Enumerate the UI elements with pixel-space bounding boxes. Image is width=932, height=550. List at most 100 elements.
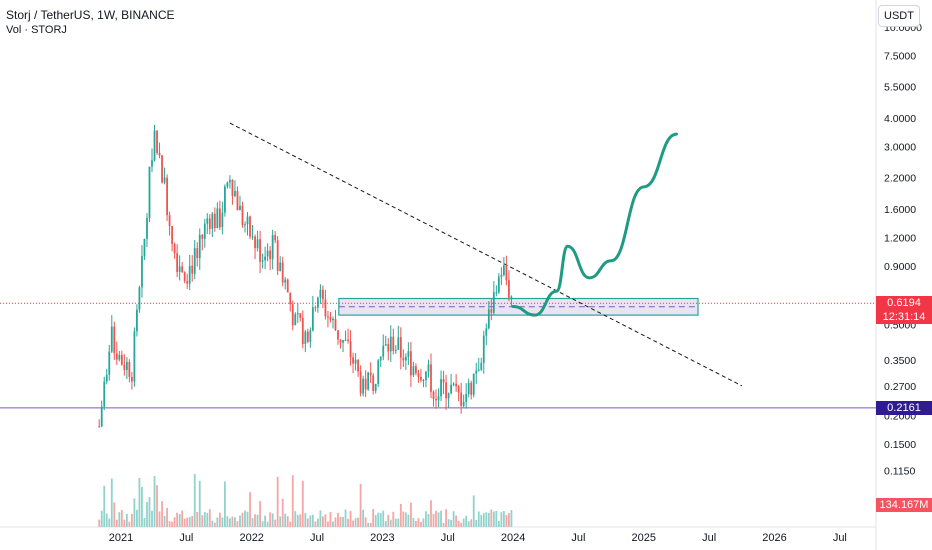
candle-body [311,307,314,331]
candle-body [188,265,191,284]
volume-bar [399,504,402,527]
last-price-value: 0.6194 [887,297,921,310]
volume-bar [357,517,360,527]
volume-bar [100,510,103,527]
volume-bar [450,520,453,527]
countdown-tag: 12:31:14 [876,310,932,325]
candle-body [128,361,131,377]
volume-bar [425,511,427,527]
candle-body [324,299,327,317]
candle-body [113,326,116,354]
candle-body [394,349,397,351]
volume-bar [379,513,382,527]
candle-body [206,218,209,224]
currency-button[interactable]: USDT [878,5,920,27]
candle-body [136,309,138,332]
volume-bar [384,521,387,527]
volume-bar [462,518,465,527]
candle-body [327,316,329,318]
time-axis-labels: 2021 Jul 2022 Jul 2023 Jul 2024 Jul 2025 Jul 2026 J… [109,532,847,544]
candle-body [216,208,219,228]
candle-body [301,317,304,344]
price-tick-label: 3.0000 [884,142,916,154]
volume-bar [171,521,174,527]
candle-body [98,426,101,428]
candle-body [100,406,103,427]
price-tick-label: 0.1150 [884,466,915,478]
volume-bar [299,514,302,527]
volume-bar [274,519,277,527]
volume-bar [470,519,473,527]
candle-body [171,226,174,244]
volume-bar [103,485,106,527]
volume-bar [125,513,128,527]
volume-bar [261,521,264,527]
volume-bar [276,476,279,527]
candle-body [409,351,412,376]
candle-body [505,265,508,281]
volume-bar [392,511,395,527]
candle-body [176,253,179,272]
candle-body [183,272,186,281]
volume-bar [306,518,309,527]
volume-bar [246,511,249,527]
volume-bar [239,515,241,527]
volume-bar [420,522,422,527]
candle-body [314,307,317,309]
volume-bar [138,477,141,527]
volume-bar [347,518,349,527]
candle-body [286,279,289,293]
volume-bar [422,518,425,527]
candle-body [296,313,299,315]
candle-body [254,236,256,249]
candle-body [329,317,332,320]
candle-body [422,380,425,382]
candle-body [462,402,465,406]
volume-bar [490,509,493,527]
candle-body [334,318,337,331]
candle-body [472,373,475,395]
volume-bar [445,509,447,527]
volume-bar [430,500,432,527]
candle-body [309,330,312,342]
candle-body [319,289,322,298]
volume-bar [407,514,410,527]
volume-bar [457,520,460,527]
volume-bar [324,514,327,527]
volume-bar [193,474,196,527]
volume-bar [364,517,367,527]
time-tick-label: Jul [571,532,585,544]
volume-bar [301,480,304,527]
candle-body [274,235,277,241]
candle-body [151,160,153,167]
volume-bar [475,519,478,527]
volume-bar [141,486,143,527]
volume-bar [372,509,375,527]
volume-bar [136,509,138,527]
candle-body [470,382,473,395]
volume-bar [284,513,287,527]
volume-bar [115,519,118,527]
time-tick-label: 2021 [109,532,133,544]
volume-bar [316,518,319,527]
candle-body [457,386,460,393]
candle-body [379,356,382,361]
volume-bar [402,511,405,527]
candle-body [201,234,204,239]
candle-body [344,339,347,341]
candle-body [347,339,349,341]
volume-bar [311,514,314,527]
candle-body [427,364,430,372]
support-level-value: 0.2161 [887,401,921,414]
volume-bar [510,510,513,527]
candle-body [198,234,201,259]
candle-body [447,393,450,399]
volume-bar [133,498,136,527]
volume-legend: Vol · STORJ [6,24,67,36]
volume-bar [382,510,385,527]
volume-bar [271,513,274,527]
candle-body [264,256,267,261]
candle-body [115,353,118,360]
candle-body [236,191,239,211]
